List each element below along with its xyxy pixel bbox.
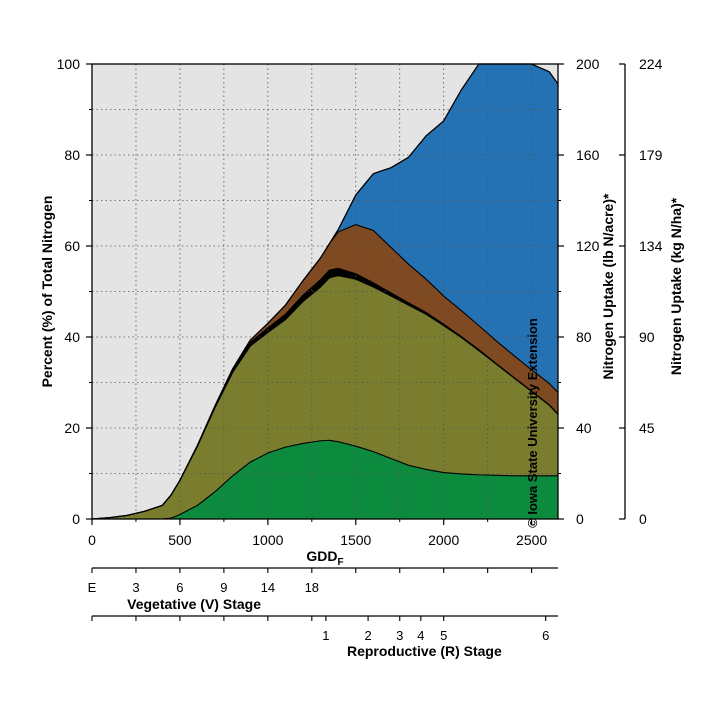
y-left-tick-label: 100 [57,56,81,72]
reproductive-tick-label: 3 [396,628,403,643]
x-tick-label: 0 [88,532,96,548]
reproductive-tick-label: 5 [440,628,447,643]
y-right1-tick-label: 200 [576,56,600,72]
vegetative-stage-label: Vegetative (V) Stage [127,596,261,612]
x-axis-label: GDDF [306,548,343,568]
vegetative-tick-label: 18 [305,580,319,595]
y-axis-right2-label: Nitrogen Uptake (kg N/ha)* [668,197,684,375]
x-tick-label: 500 [168,532,192,548]
y-left-tick-label: 60 [64,238,80,254]
x-tick-label: 2000 [428,532,459,548]
vegetative-tick-label: 6 [176,580,183,595]
vegetative-tick-label: 9 [220,580,227,595]
area-series-2 [92,275,558,519]
area-series-5 [92,64,558,519]
reproductive-tick-label: 4 [417,628,424,643]
y-right1-tick-label: 120 [576,238,600,254]
x-tick-label: 1500 [340,532,371,548]
y-right2-tick-label: 134 [639,238,663,254]
y-right1-tick-label: 80 [576,329,592,345]
tick-labels: 0 500 1000 1500 2000 250002040608010004080120… [57,56,663,548]
growth-stage-axes: E 3 6 9 14 181 2 3 4 5 6 [88,567,558,643]
y-right1-tick-label: 0 [576,511,584,527]
y-right2-tick-label: 90 [639,329,655,345]
y-left-tick-label: 0 [72,511,80,527]
y-axis-left-label: Percent (%) of Total Nitrogen [39,196,55,388]
x-tick-label: 2500 [516,532,547,548]
y-left-tick-label: 80 [64,147,80,163]
vegetative-tick-label: E [88,580,97,595]
reproductive-tick-label: 2 [364,628,371,643]
y-left-tick-label: 20 [64,420,80,436]
area-series-1 [92,440,558,519]
y-right1-tick-label: 40 [576,420,592,436]
y-left-tick-label: 40 [64,329,80,345]
vegetative-tick-label: 3 [132,580,139,595]
axes [86,63,626,525]
area-outline-1 [92,439,558,520]
grid-lines [92,64,558,519]
y-right1-tick-label: 160 [576,147,600,163]
area-series-4 [92,224,558,519]
y-right2-tick-label: 224 [639,56,663,72]
vegetative-tick-label: 14 [261,580,275,595]
reproductive-tick-label: 6 [542,628,549,643]
y-right2-tick-label: 0 [639,511,647,527]
y-axis-right1-label: Nitrogen Uptake (lb N/acre)* [600,193,616,379]
y-right2-tick-label: 179 [639,147,663,163]
y-right2-tick-label: 45 [639,420,655,436]
reproductive-stage-label: Reproductive (R) Stage [347,643,502,659]
reproductive-tick-label: 1 [322,628,329,643]
x-tick-label: 1000 [252,532,283,548]
stacked-areas [92,64,558,519]
